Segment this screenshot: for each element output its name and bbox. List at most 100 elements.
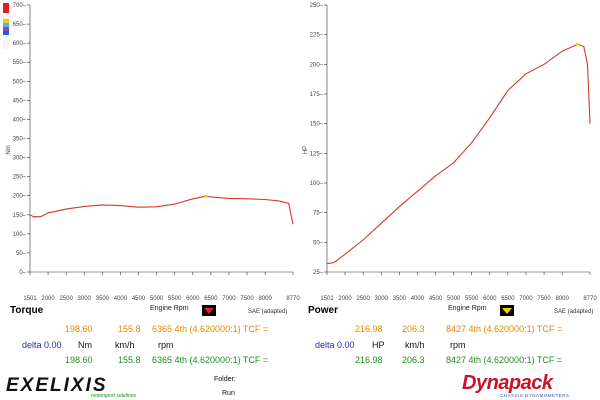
torque-x-tick-label: 8000 xyxy=(258,296,272,302)
power-y-tick-label: 50– xyxy=(313,240,324,246)
torque-curve xyxy=(29,195,294,225)
torque-y-tick-label: 350– xyxy=(13,137,27,143)
power-y-tick-label: 175– xyxy=(310,92,324,98)
torque-y-tick-label: 400– xyxy=(13,117,27,123)
torque-y-tick-label: 50– xyxy=(16,251,27,257)
power-sae: SAE (adapted) xyxy=(554,309,594,315)
torque-x-tick-label: 2000 xyxy=(41,296,55,302)
torque-peak-point xyxy=(204,194,208,198)
power-x-tick-label: 3500 xyxy=(393,296,407,302)
torque-header: Torque xyxy=(10,305,44,316)
power-x-tick-label: 8770 xyxy=(583,296,597,302)
torque-y-tick-label: 650– xyxy=(13,22,27,28)
torque-x-tick-label: 5000 xyxy=(150,296,164,302)
torque-x-tick-label: 1501 xyxy=(23,296,37,302)
power-delta: delta 0.00 xyxy=(315,340,355,350)
power-row1-v3: 8427 4th (4.620000:1) TCF = xyxy=(446,324,563,334)
torque-x-tick-label: 3000 xyxy=(78,296,92,302)
exelixis-logo-text: exelixis xyxy=(6,375,108,396)
torque-y-tick-label: 300– xyxy=(13,156,27,162)
power-row1-v1: 216.98 xyxy=(355,324,383,334)
power-marker-icon xyxy=(502,308,512,314)
power-y-tick-label: 75– xyxy=(313,211,324,217)
power-curve xyxy=(326,43,591,265)
torque-marker-button[interactable] xyxy=(202,305,216,316)
torque-y-tick-label: 450– xyxy=(13,98,27,104)
torque-row2-v2: 155.8 xyxy=(118,355,141,365)
torque-sae: SAE (adapted) xyxy=(248,309,288,315)
torque-x-tick-label: 5500 xyxy=(168,296,182,302)
torque-unit-kmh: km/h xyxy=(115,340,135,350)
power-y-title: HP xyxy=(303,146,309,154)
torque-x-tick-label: 4000 xyxy=(114,296,128,302)
power-x-tick-label: 4000 xyxy=(411,296,425,302)
power-row2-v3: 8427 4th (4.620000:1) TCF = xyxy=(446,355,563,365)
torque-x-tick-label: 2500 xyxy=(59,296,73,302)
torque-y-tick-label: 500– xyxy=(13,79,27,85)
color-scale-legend xyxy=(3,3,9,49)
torque-row1-v1: 198.60 xyxy=(65,324,93,334)
power-x-tick-label: 6000 xyxy=(483,296,497,302)
torque-x-tick-label: 8770 xyxy=(286,296,300,302)
torque-y-tick-label: 0– xyxy=(19,270,26,276)
power-unit-rpm: rpm xyxy=(450,340,466,350)
power-x-tick-label: 7000 xyxy=(519,296,533,302)
torque-y-tick-label: 150– xyxy=(13,213,27,219)
exelixis-logo-sub: motorsport solutions xyxy=(91,393,137,399)
power-x-tick-label: 7500 xyxy=(537,296,551,302)
power-x-tick-label: 1501 xyxy=(320,296,334,302)
torque-unit-nm: Nm xyxy=(78,340,92,350)
power-x-tick-label: 8000 xyxy=(555,296,569,302)
torque-y-tick-label: 700– xyxy=(13,3,27,9)
power-x-tick-label: 5500 xyxy=(465,296,479,302)
torque-unit-rpm: rpm xyxy=(158,340,174,350)
dynapack-logo: Dynapack CHASSIS DYNAMOMETERS xyxy=(462,372,587,398)
torque-row1-v3: 6365 4th (4.620000:1) TCF = xyxy=(152,324,269,334)
power-x-tick-label: 2000 xyxy=(338,296,352,302)
power-x-tick-label: 4500 xyxy=(429,296,443,302)
power-y-tick-label: 225– xyxy=(310,33,324,39)
power-row2-v2: 206.3 xyxy=(402,355,425,365)
torque-y-tick-label: 100– xyxy=(13,232,27,238)
power-y-tick-label: 200– xyxy=(310,62,324,68)
torque-delta: delta 0.00 xyxy=(22,340,62,350)
power-header: Power xyxy=(308,305,339,316)
torque-row1-v2: 155.8 xyxy=(118,324,141,334)
power-y-tick-label: 150– xyxy=(310,122,324,128)
torque-x-tick-label: 3500 xyxy=(96,296,110,302)
dynapack-logo-text: Dynapack xyxy=(462,372,553,394)
power-y-tick-label: 100– xyxy=(310,181,324,187)
torque-y-tick-label: 200– xyxy=(13,194,27,200)
power-marker-button[interactable] xyxy=(500,305,514,316)
torque-y-tick-label: 600– xyxy=(13,41,27,47)
power-peak-point xyxy=(576,42,580,46)
run-label: Run xyxy=(222,390,235,397)
power-unit-hp: HP xyxy=(372,340,385,350)
torque-x-tick-label: 7000 xyxy=(222,296,236,302)
power-unit-kmh: km/h xyxy=(405,340,425,350)
torque-marker-icon xyxy=(204,308,214,314)
folder-label: Folder: xyxy=(214,376,236,383)
power-y-tick-label: 25– xyxy=(313,270,324,276)
torque-row2-v3: 6365 4th (4.620000:1) TCF = xyxy=(152,355,269,365)
torque-row2-v1: 198.60 xyxy=(65,355,93,365)
power-row1-v2: 206.3 xyxy=(402,324,425,334)
torque-y-title: Nm xyxy=(6,145,12,154)
power-x-tick-label: 3000 xyxy=(375,296,389,302)
torque-x-title: Engine Rpm xyxy=(150,305,189,312)
dynapack-logo-sub: CHASSIS DYNAMOMETERS xyxy=(500,393,570,398)
power-x-tick-label: 5000 xyxy=(447,296,461,302)
torque-y-tick-label: 550– xyxy=(13,60,27,66)
torque-x-tick-label: 7500 xyxy=(240,296,254,302)
torque-x-tick-label: 4500 xyxy=(132,296,146,302)
torque-x-tick-label: 6000 xyxy=(186,296,200,302)
power-row2-v1: 216.98 xyxy=(355,355,383,365)
power-x-title: Engine Rpm xyxy=(448,305,487,312)
power-y-tick-label: 125– xyxy=(310,151,324,157)
torque-x-tick-label: 6500 xyxy=(204,296,218,302)
power-x-tick-label: 2500 xyxy=(356,296,370,302)
torque-y-tick-label: 250– xyxy=(13,175,27,181)
power-y-tick-label: 250– xyxy=(310,3,324,9)
exelixis-logo: exelixis motorsport solutions xyxy=(6,375,211,399)
